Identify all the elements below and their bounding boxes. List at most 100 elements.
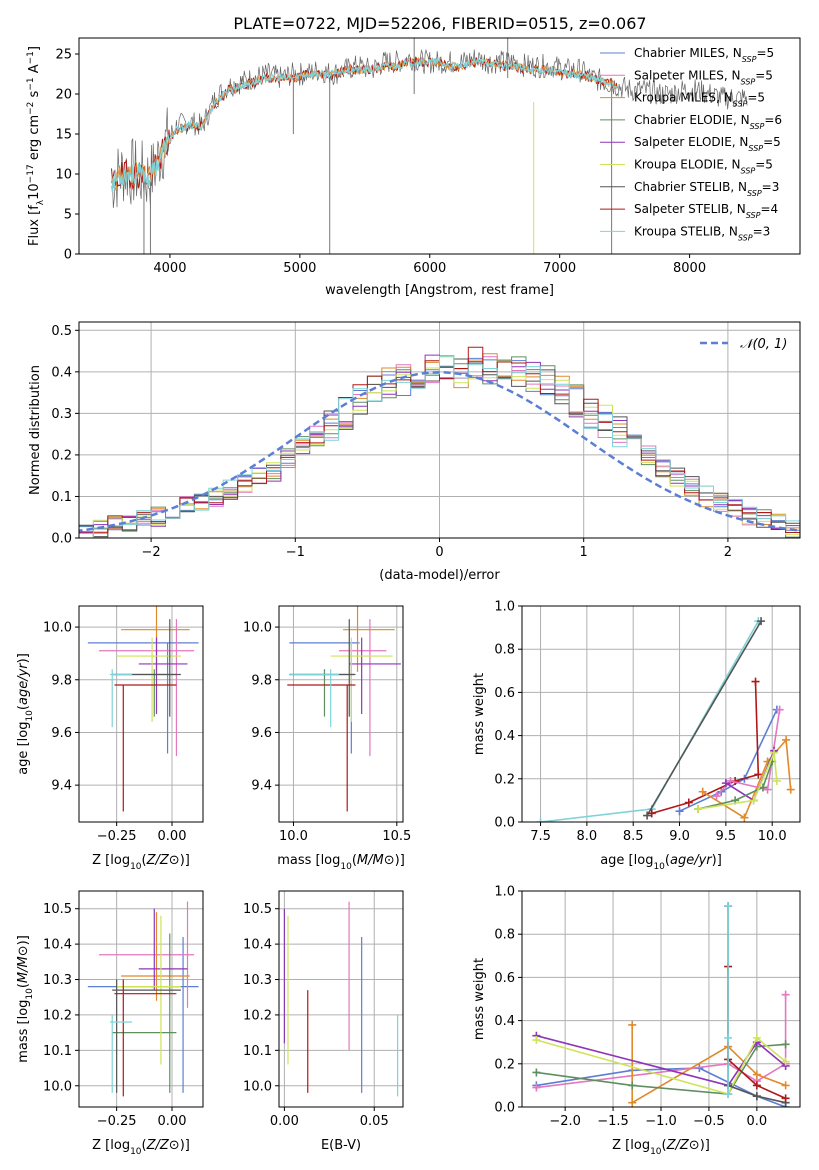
weight-line-KE <box>536 1036 787 1095</box>
y-tick-label: 9.6 <box>51 726 72 741</box>
legend-label: Kroupa ELODIE, NSSP=5 <box>634 158 773 176</box>
y-tick-label: 0.4 <box>494 1014 515 1029</box>
label-part: M/M⊙ <box>357 853 395 868</box>
plot-area <box>79 346 800 538</box>
label-part: Z [log <box>92 853 130 868</box>
x-tick-label: 7000 <box>543 261 576 276</box>
y-tick-label: 20 <box>55 88 72 103</box>
y-tick-label: 0.5 <box>51 324 72 339</box>
label-part: Z/Z⊙ <box>666 1138 700 1153</box>
label-part: −2 <box>26 102 36 115</box>
spectrum-panel: 4000 5000 6000 7000 8000 0 5 10 15 20 25 wavelength… <box>26 37 801 298</box>
legend-label: Kroupa MILES, NSSP=5 <box>634 91 765 109</box>
axes-frame <box>78 890 204 1108</box>
legend-label-sub: SSP <box>742 55 757 64</box>
x-tick-label: 9.5 <box>716 829 737 844</box>
weight-marker-KE <box>749 796 758 805</box>
axes-frame <box>521 605 801 823</box>
weight-line-KE <box>697 752 778 810</box>
label-part: Z [log <box>612 1138 650 1153</box>
label-part: −1 <box>26 77 36 90</box>
legend-label-text: Salpeter ELODIE, N <box>634 135 748 149</box>
label-part: age/yr <box>670 853 713 868</box>
weight-vs-age-panel: 7.5 8.0 8.5 9.0 9.5 10.0 0.0 0.2 0.4 0.6 0.8 1.0 age… <box>472 600 801 872</box>
y-tick-label: 15 <box>55 128 72 143</box>
label-part: M/M⊙ <box>16 945 31 983</box>
y-tick-label: 0.2 <box>494 772 515 787</box>
x-tick-label: 9.0 <box>669 829 690 844</box>
y-tick-label: 0.8 <box>494 928 515 943</box>
axes-frame <box>278 890 404 1108</box>
model-spectrum-line <box>111 56 618 191</box>
label-part: 10 <box>130 1147 142 1157</box>
x-axis-label: Z [log10(Z/Z⊙)] <box>612 1138 710 1157</box>
y-tick-label: 10.4 <box>243 938 272 953</box>
x-tick-label: 0.0 <box>747 1114 768 1129</box>
legend-label-text: Kroupa STELIB, N <box>634 224 738 238</box>
residual-histogram-panel: −2 −1 0 1 2 0.0 0.1 0.2 0.3 0.4 0.5 (data-model)/er… <box>28 321 801 583</box>
x-tick-label: −0.25 <box>97 1114 137 1129</box>
legend-label-count: =4 <box>760 202 778 216</box>
model-spectrum-line <box>111 57 618 191</box>
label-part: 10 <box>25 710 35 722</box>
weight-marker-KM <box>781 1081 790 1090</box>
legend-label-text: Chabrier STELIB, N <box>634 180 747 194</box>
y-tick-label: 1.0 <box>494 885 515 900</box>
label-part: 10 <box>340 862 352 872</box>
legend-label-text: Salpeter MILES, N <box>634 68 741 82</box>
axes-frame <box>278 605 404 823</box>
weight-marker-KM <box>628 1020 637 1029</box>
weight-marker-SM <box>781 990 790 999</box>
weight-marker-KM <box>782 735 791 744</box>
weight-marker-SS <box>751 677 760 686</box>
weight-marker-KE <box>694 805 703 814</box>
label-part: )] <box>712 853 722 868</box>
model-spectrum-line <box>110 56 618 193</box>
legend-label-sub: SSP <box>747 188 762 197</box>
weight-marker-SM <box>775 705 784 714</box>
legend-label-count: =5 <box>755 68 773 82</box>
weight-marker-CE <box>532 1068 541 1077</box>
legend-label: 𝒩(0, 1) <box>740 337 787 352</box>
label-part: erg cm <box>27 115 42 164</box>
weight-marker-CE <box>628 1081 637 1090</box>
y-tick-label: 10.3 <box>43 973 72 988</box>
label-part: age/yr <box>16 662 31 705</box>
x-tick-label: 1 <box>580 545 588 560</box>
label-part: ( <box>665 853 670 868</box>
weight-marker-SM <box>726 776 735 785</box>
legend-label-count: =3 <box>753 224 771 238</box>
y-tick-label: 9.4 <box>251 779 272 794</box>
x-tick-label: 10.0 <box>758 829 787 844</box>
x-tick-label: 0 <box>435 545 443 560</box>
plot-area <box>283 901 399 1097</box>
y-tick-label: 10 <box>55 168 72 183</box>
label-part: )] <box>16 935 31 945</box>
legend-label-count: =5 <box>756 46 774 60</box>
legend-label-count: =5 <box>763 135 781 149</box>
legend-label-sub: SSP <box>738 233 753 242</box>
x-tick-label: 0.05 <box>360 1114 389 1129</box>
legend-label-count: =6 <box>764 113 782 127</box>
x-tick-label: −1.0 <box>645 1114 677 1129</box>
label-part: ( <box>352 853 357 868</box>
y-tick-label: 9.8 <box>251 673 272 688</box>
weight-line-CE <box>697 761 773 810</box>
legend-label-text: Chabrier MILES, N <box>634 46 742 60</box>
y-tick-label: 10.4 <box>43 938 72 953</box>
legend-label-text: Salpeter STELIB, N <box>634 202 746 216</box>
x-tick-label: 10.0 <box>279 829 308 844</box>
label-part: 10 <box>27 183 42 200</box>
y-tick-label: 9.8 <box>51 673 72 688</box>
x-tick-label: −2 <box>142 545 161 560</box>
label-part: age [log <box>16 722 31 775</box>
label-part: )] <box>700 1138 710 1153</box>
x-axis-label: age [log10(age/yr)] <box>600 853 722 872</box>
label-part: ( <box>16 705 31 710</box>
x-tick-label: 5000 <box>283 261 316 276</box>
x-tick-label: 8.5 <box>623 829 644 844</box>
y-tick-label: 10.1 <box>43 1044 72 1059</box>
x-axis-label: E(B-V) <box>321 1138 361 1153</box>
